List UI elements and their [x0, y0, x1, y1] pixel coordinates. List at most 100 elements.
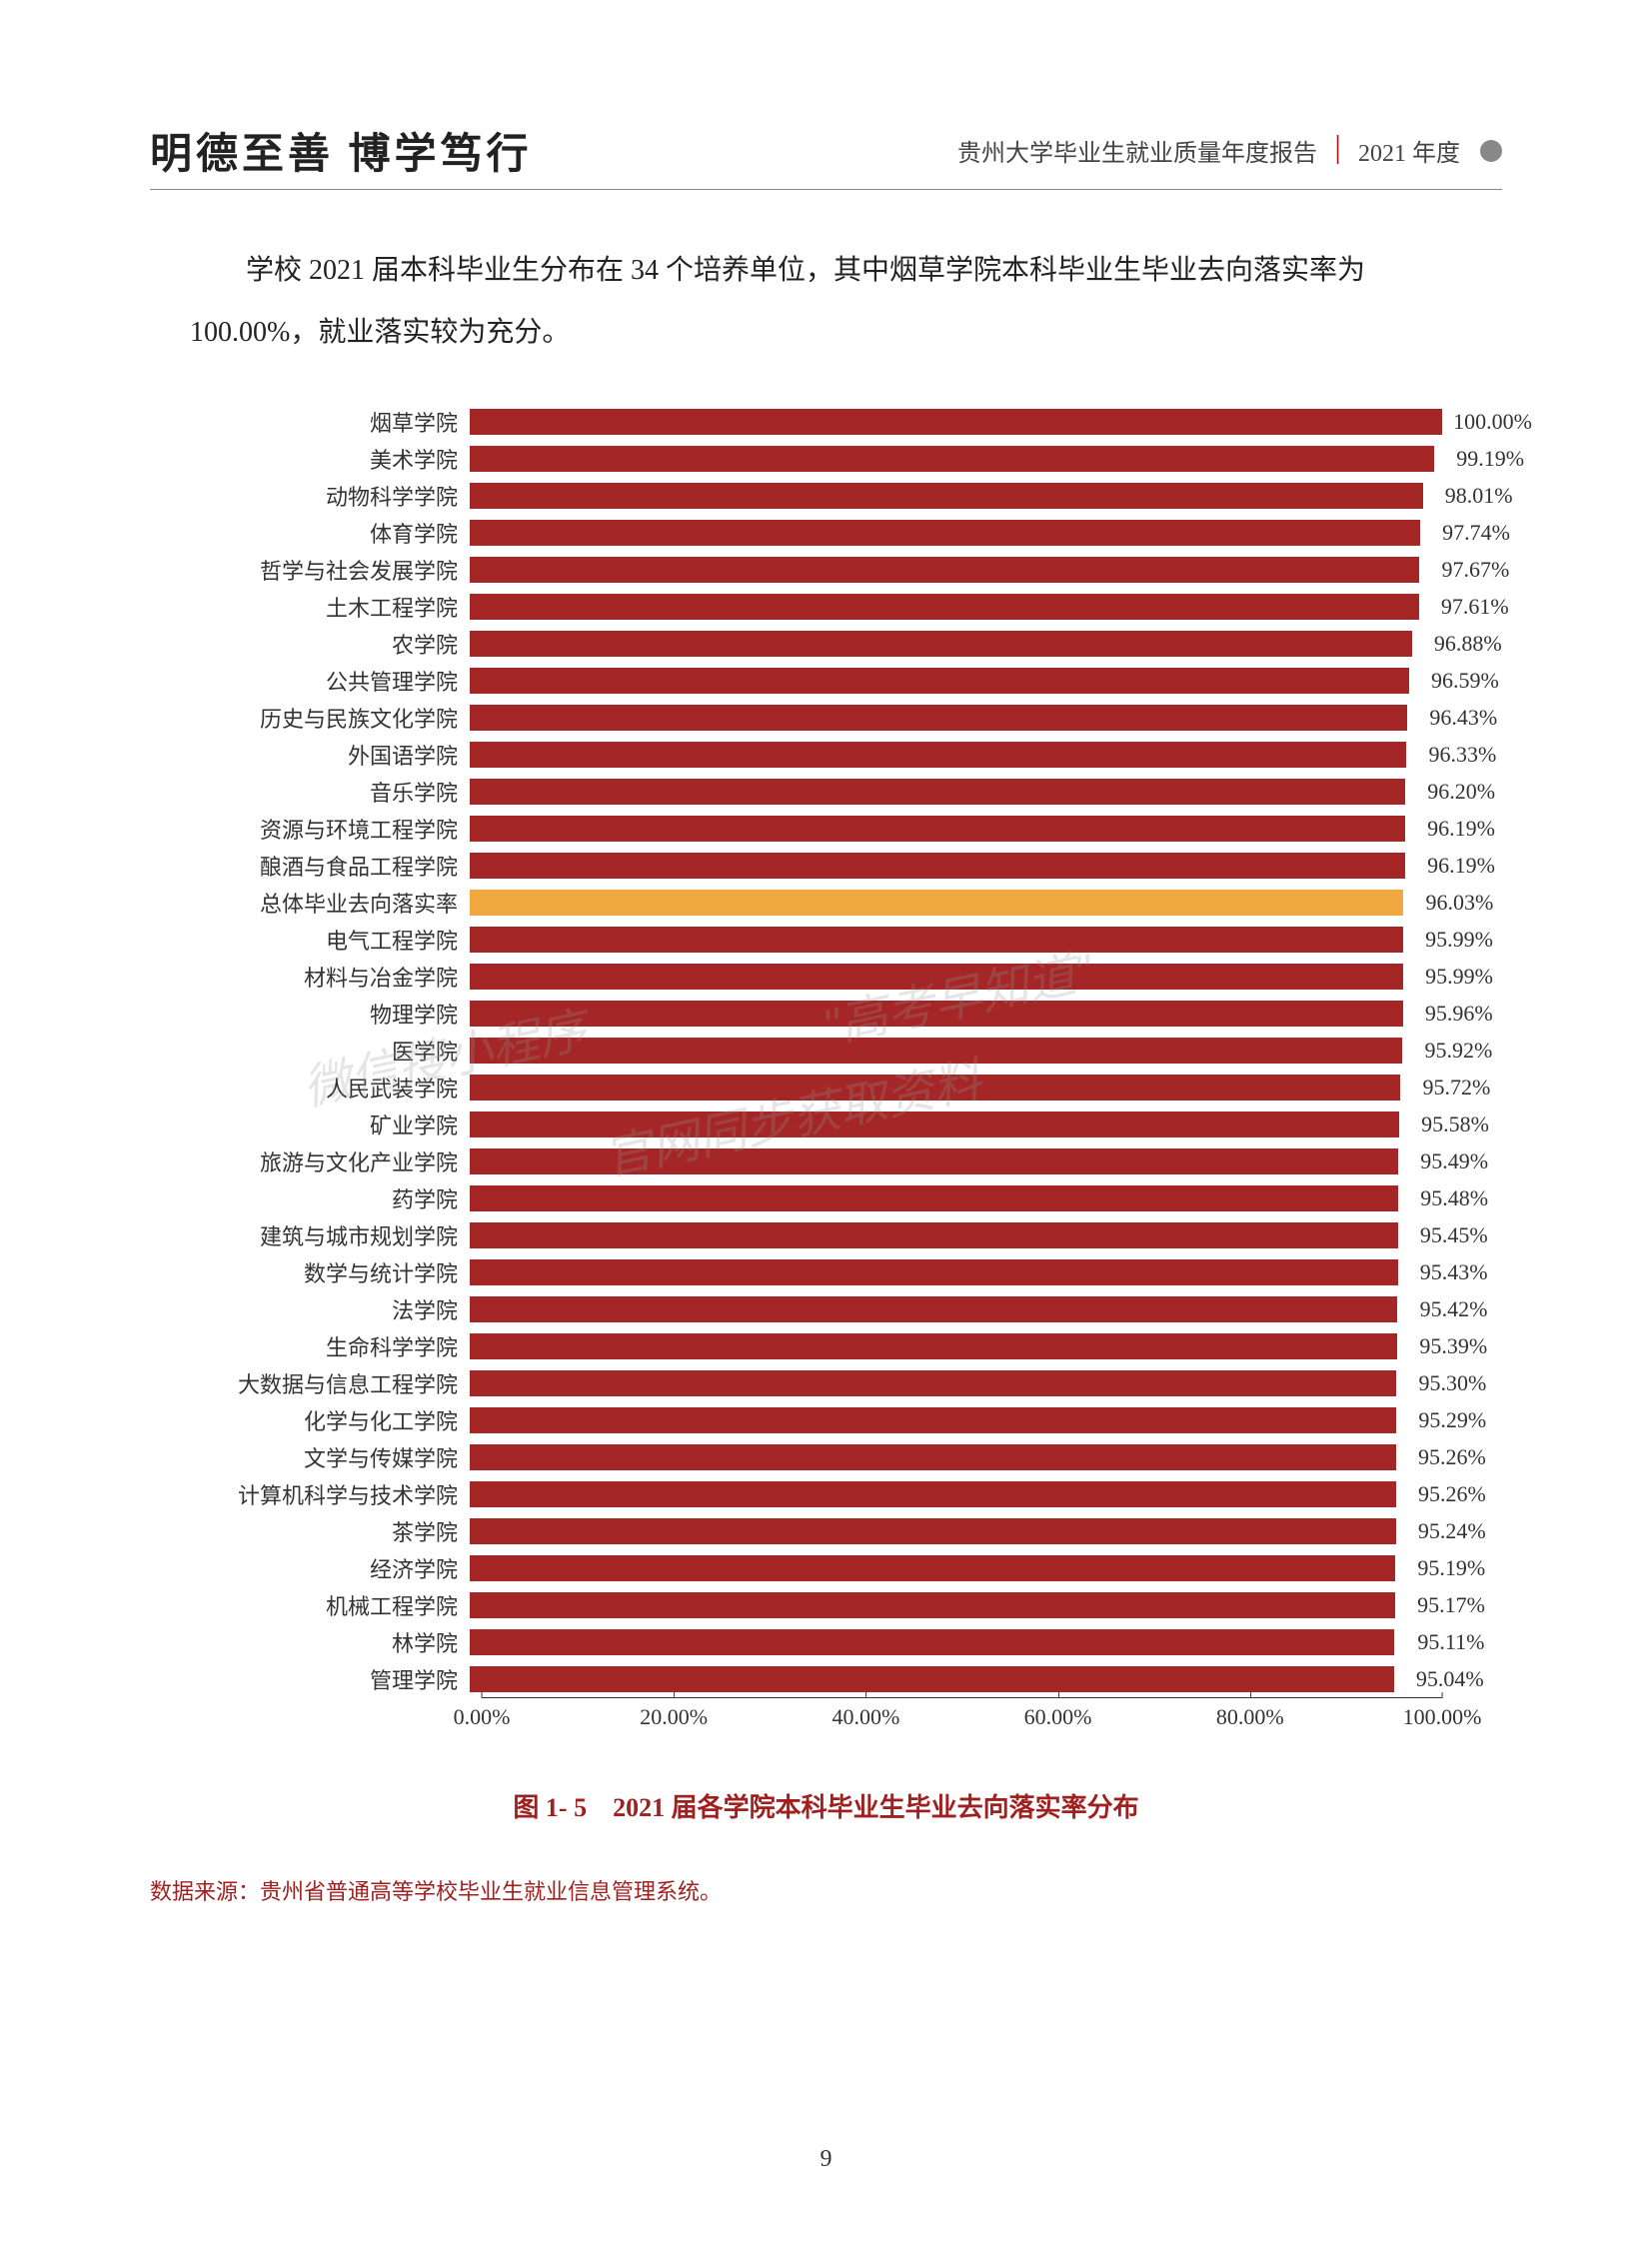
bar-value: 95.45% — [1420, 1222, 1488, 1248]
bar-area: 96.19% — [470, 810, 1442, 847]
bar: 95.30% — [470, 1370, 1396, 1396]
bar-area: 96.88% — [470, 625, 1442, 662]
chart-row: 茶学院95.24% — [190, 1512, 1442, 1549]
bar: 97.67% — [470, 557, 1419, 583]
row-label: 大数据与信息工程学院 — [190, 1367, 470, 1399]
chart-row: 物理学院95.96% — [190, 995, 1442, 1032]
bar-value: 95.04% — [1416, 1666, 1484, 1692]
bar-value: 97.74% — [1442, 520, 1510, 546]
bar-area: 95.42% — [470, 1290, 1442, 1327]
bar-value: 95.72% — [1423, 1075, 1491, 1101]
bar: 95.04% — [470, 1666, 1394, 1692]
bar-area: 99.19% — [470, 440, 1442, 477]
row-label: 经济学院 — [190, 1552, 470, 1584]
row-label: 旅游与文化产业学院 — [190, 1145, 470, 1177]
bar: 95.99% — [470, 964, 1403, 990]
bar: 95.45% — [470, 1222, 1398, 1248]
bar: 95.58% — [470, 1112, 1399, 1137]
chart-caption: 图 1- 5 2021 届各学院本科毕业生毕业去向落实率分布 — [150, 1787, 1502, 1824]
row-label: 公共管理学院 — [190, 665, 470, 697]
bar-value: 96.03% — [1426, 890, 1494, 916]
x-tick: 80.00% — [1216, 1698, 1284, 1730]
chart-rows: 烟草学院100.00%美术学院99.19%动物科学学院98.01%体育学院97.… — [190, 403, 1442, 1697]
bar-value: 95.30% — [1418, 1370, 1486, 1396]
chart-row: 数学与统计学院95.43% — [190, 1253, 1442, 1290]
row-label: 物理学院 — [190, 998, 470, 1030]
chart-row: 大数据与信息工程学院95.30% — [190, 1364, 1442, 1401]
chart-row: 医学院95.92% — [190, 1032, 1442, 1069]
row-label: 音乐学院 — [190, 776, 470, 808]
row-label: 土木工程学院 — [190, 591, 470, 623]
row-label: 动物科学学院 — [190, 480, 470, 512]
bar: 96.43% — [470, 705, 1407, 731]
row-label: 电气工程学院 — [190, 924, 470, 956]
bar-value: 95.11% — [1417, 1629, 1484, 1655]
x-axis: 0.00%20.00%40.00%60.00%80.00%100.00% — [482, 1697, 1442, 1737]
bar-area: 97.74% — [470, 514, 1442, 551]
row-label: 建筑与城市规划学院 — [190, 1219, 470, 1251]
x-tick-label: 80.00% — [1216, 1704, 1284, 1730]
bar: 97.61% — [470, 594, 1419, 620]
page-number: 9 — [821, 2146, 832, 2173]
bar-value: 95.19% — [1417, 1555, 1485, 1581]
x-tick-label: 0.00% — [454, 1704, 511, 1730]
employment-chart: 烟草学院100.00%美术学院99.19%动物科学学院98.01%体育学院97.… — [150, 403, 1502, 1737]
x-tick-label: 60.00% — [1024, 1704, 1092, 1730]
bar: 95.29% — [470, 1407, 1396, 1433]
row-label: 计算机科学与技术学院 — [190, 1478, 470, 1510]
row-label: 机械工程学院 — [190, 1589, 470, 1621]
bar-area: 96.43% — [470, 699, 1442, 736]
chart-row: 旅游与文化产业学院95.49% — [190, 1142, 1442, 1179]
bar: 96.88% — [470, 631, 1412, 657]
bar-value: 95.43% — [1420, 1259, 1488, 1285]
bar-area: 95.29% — [470, 1401, 1442, 1438]
bar: 96.03% — [470, 890, 1403, 916]
chart-row: 土木工程学院97.61% — [190, 588, 1442, 625]
header-dot-icon — [1480, 140, 1502, 162]
row-label: 资源与环境工程学院 — [190, 813, 470, 845]
bar: 95.39% — [470, 1333, 1397, 1359]
bar: 95.99% — [470, 927, 1403, 953]
bar: 95.19% — [470, 1555, 1395, 1581]
chart-row: 历史与民族文化学院96.43% — [190, 699, 1442, 736]
x-tick: 20.00% — [640, 1698, 708, 1730]
bar: 95.92% — [470, 1038, 1402, 1064]
bar-area: 95.99% — [470, 958, 1442, 995]
bar: 96.20% — [470, 779, 1405, 805]
page-header: 明德至善 博学笃行 贵州大学毕业生就业质量年度报告 │ 2021 年度 — [150, 120, 1502, 190]
chart-row: 资源与环境工程学院96.19% — [190, 810, 1442, 847]
bar: 95.26% — [470, 1444, 1396, 1470]
report-title: 贵州大学毕业生就业质量年度报告 — [957, 133, 1317, 168]
row-label: 法学院 — [190, 1293, 470, 1325]
bar-area: 95.24% — [470, 1512, 1442, 1549]
bar-value: 96.88% — [1434, 631, 1502, 657]
row-label: 历史与民族文化学院 — [190, 702, 470, 734]
row-label: 矿业学院 — [190, 1109, 470, 1140]
bar-value: 95.42% — [1420, 1296, 1488, 1322]
bar-value: 100.00% — [1453, 409, 1532, 435]
chart-row: 外国语学院96.33% — [190, 736, 1442, 773]
bar: 95.49% — [470, 1148, 1398, 1174]
bar-value: 95.99% — [1425, 927, 1493, 953]
bar-value: 95.58% — [1421, 1112, 1489, 1137]
bar: 95.17% — [470, 1592, 1395, 1618]
bar: 99.19% — [470, 446, 1434, 472]
bar-value: 96.20% — [1427, 779, 1495, 805]
row-label: 人民武装学院 — [190, 1072, 470, 1104]
bar-value: 95.24% — [1418, 1518, 1486, 1544]
bar-area: 95.49% — [470, 1142, 1442, 1179]
bar-value: 95.26% — [1418, 1444, 1486, 1470]
bar-area: 95.58% — [470, 1106, 1442, 1142]
row-label: 管理学院 — [190, 1663, 470, 1695]
row-label: 茶学院 — [190, 1515, 470, 1547]
bar-area: 100.00% — [470, 403, 1442, 440]
chart-row: 矿业学院95.58% — [190, 1106, 1442, 1142]
row-label: 体育学院 — [190, 517, 470, 549]
chart-row: 动物科学学院98.01% — [190, 477, 1442, 514]
row-label: 烟草学院 — [190, 406, 470, 438]
row-label: 材料与冶金学院 — [190, 961, 470, 993]
bar-value: 96.43% — [1429, 705, 1497, 731]
bar-area: 95.26% — [470, 1438, 1442, 1475]
chart-row: 机械工程学院95.17% — [190, 1586, 1442, 1623]
chart-row: 总体毕业去向落实率96.03% — [190, 884, 1442, 921]
